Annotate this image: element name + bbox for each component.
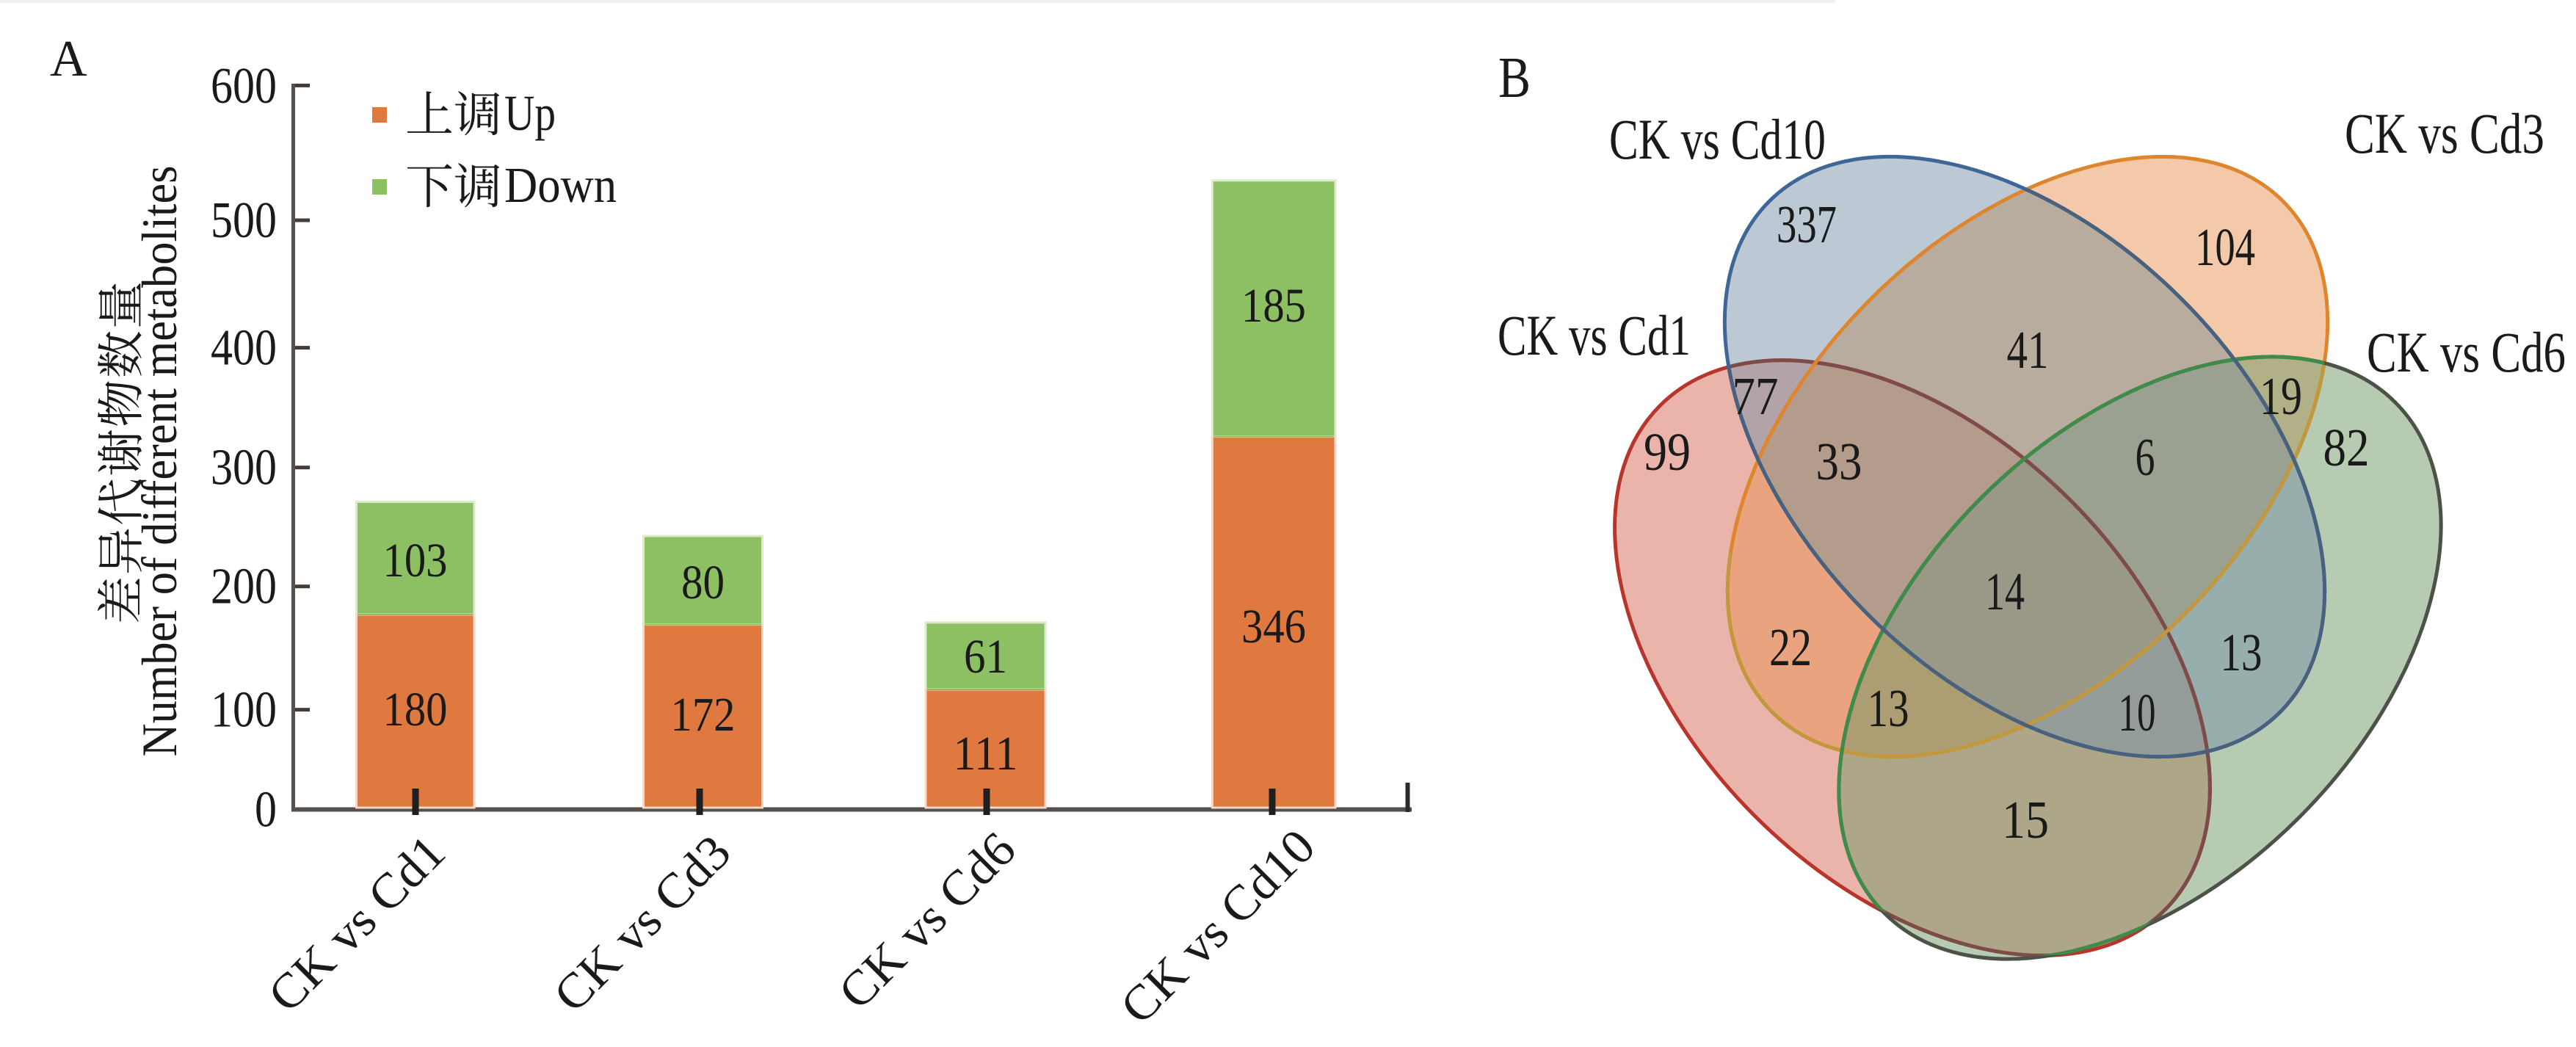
svg-text:77: 77 — [1733, 366, 1779, 426]
svg-text:500: 500 — [211, 192, 277, 249]
svg-text:80: 80 — [681, 556, 725, 609]
svg-text:185: 185 — [1241, 279, 1306, 333]
svg-text:Down: Down — [504, 157, 617, 213]
svg-text:61: 61 — [964, 630, 1007, 684]
svg-text:103: 103 — [383, 534, 448, 587]
svg-text:33: 33 — [1816, 432, 1862, 491]
svg-text:99: 99 — [1644, 422, 1691, 482]
svg-text:172: 172 — [671, 688, 736, 742]
svg-text:337: 337 — [1777, 195, 1837, 254]
svg-text:82: 82 — [2323, 418, 2370, 477]
svg-text:19: 19 — [2260, 366, 2302, 426]
svg-text:10: 10 — [2119, 683, 2156, 742]
svg-text:346: 346 — [1241, 600, 1306, 653]
svg-text:CK vs Cd3: CK vs Cd3 — [2345, 101, 2544, 165]
svg-text:CK vs Cd6: CK vs Cd6 — [2367, 320, 2566, 384]
svg-text:13: 13 — [2221, 623, 2263, 682]
svg-text:Number of different metabolite: Number of different metabolites — [131, 166, 187, 757]
svg-text:300: 300 — [211, 440, 277, 496]
svg-text:400: 400 — [211, 320, 277, 377]
svg-text:22: 22 — [1769, 617, 1812, 677]
svg-text:200: 200 — [211, 559, 277, 615]
svg-text:100: 100 — [211, 682, 277, 739]
svg-text:CK vs Cd1: CK vs Cd1 — [1498, 303, 1691, 367]
svg-text:13: 13 — [1868, 678, 1909, 738]
svg-text:CK vs Cd10: CK vs Cd10 — [1609, 107, 1826, 171]
svg-text:B: B — [1498, 46, 1531, 110]
svg-text:104: 104 — [2195, 217, 2255, 277]
svg-text:6: 6 — [2136, 427, 2155, 487]
svg-text:Up: Up — [504, 85, 556, 141]
svg-text:180: 180 — [383, 683, 448, 736]
svg-text:600: 600 — [211, 58, 277, 115]
svg-text:15: 15 — [2002, 790, 2049, 849]
svg-text:41: 41 — [2007, 320, 2049, 380]
svg-text:0: 0 — [255, 782, 277, 838]
svg-text:111: 111 — [954, 727, 1018, 780]
svg-text:A: A — [50, 31, 87, 87]
svg-text:14: 14 — [1985, 562, 2025, 621]
